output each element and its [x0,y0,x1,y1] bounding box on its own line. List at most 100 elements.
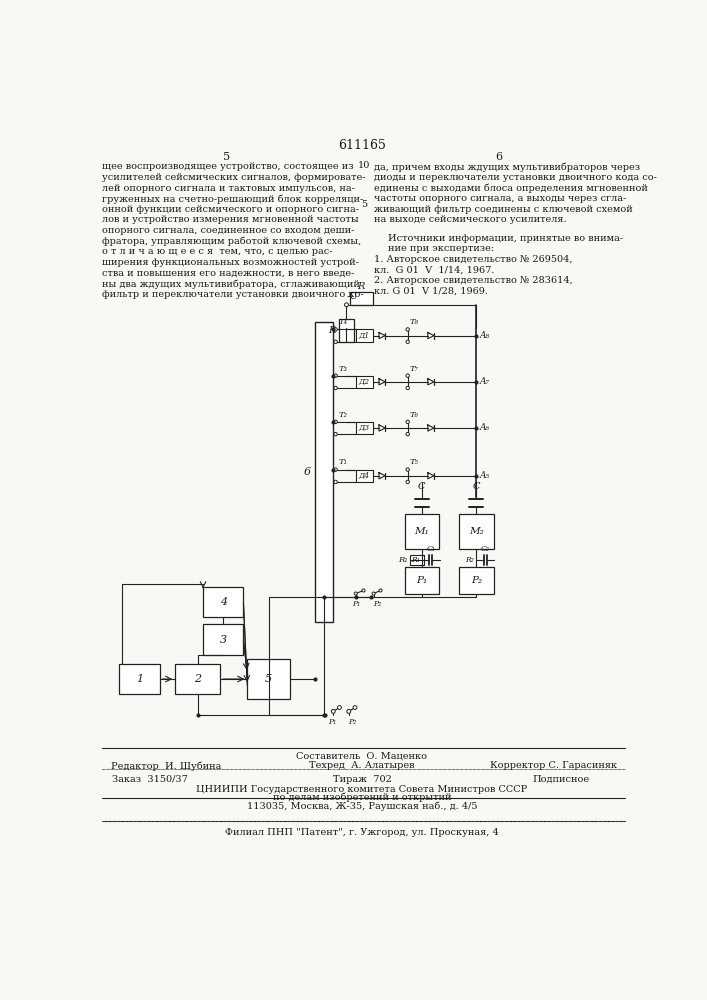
Text: щее воспроизводящее устройство, состоящее из: щее воспроизводящее устройство, состояще… [103,162,354,171]
Text: R: R [328,326,336,335]
Text: на выходе сейсмического усилителя.: на выходе сейсмического усилителя. [373,215,566,224]
Bar [175,664,220,694]
Bar [356,376,373,388]
Bar [349,292,373,305]
Text: 2: 2 [194,674,201,684]
Text: груженных на счетно-решающий блок корреляци-: груженных на счетно-решающий блок коррел… [103,194,363,204]
Circle shape [334,432,337,436]
Text: C: C [418,482,426,491]
Text: -U: -U [346,292,358,301]
Text: 1. Авторское свидетельство № 269504,: 1. Авторское свидетельство № 269504, [373,255,572,264]
Bar [339,319,354,342]
Text: о т л и ч а ю щ е е с я  тем, что, с целью рас-: о т л и ч а ю щ е е с я тем, что, с цель… [103,247,333,256]
Bar [356,329,373,342]
Circle shape [334,328,337,331]
Text: T₈: T₈ [409,318,419,326]
Circle shape [334,374,337,377]
Text: 5: 5 [223,152,230,162]
Bar [410,555,424,565]
Text: по делам изобретений и открытий: по делам изобретений и открытий [273,793,451,802]
Text: единены с выходами блоса определения мгновенной: единены с выходами блоса определения мгн… [373,184,648,193]
Text: A₆: A₆ [480,424,490,432]
Text: T₁: T₁ [339,458,348,466]
Text: 113035, Москва, Ж-35, Раушская наб., д. 4/5: 113035, Москва, Ж-35, Раушская наб., д. … [247,801,477,811]
Text: 2. Авторское свидетельство № 283614,: 2. Авторское свидетельство № 283614, [373,276,573,285]
Text: C₂: C₂ [481,545,490,553]
Text: ширения функциональных возможностей устрой-: ширения функциональных возможностей устр… [103,258,359,267]
Text: R₁: R₁ [398,556,408,564]
Text: Д2: Д2 [358,378,370,386]
Text: R₂: R₂ [466,556,474,564]
Text: P₁: P₁ [416,576,428,585]
Bar [404,514,440,549]
Circle shape [406,432,409,436]
Text: T₆: T₆ [409,411,419,419]
Text: P₁: P₁ [327,718,336,726]
Text: живающий фильтр соединены с ключевой схемой: живающий фильтр соединены с ключевой схе… [373,205,632,214]
Text: M₁: M₁ [414,527,429,536]
Text: ства и повышения его надежности, в него введе-: ства и повышения его надежности, в него … [103,269,355,278]
Text: ЦНИИПИ Государственного комитета Совета Министров СССР: ЦНИИПИ Государственного комитета Совета … [197,785,527,794]
Text: P₁: P₁ [351,600,360,608]
Text: 6: 6 [496,152,503,162]
Bar [119,664,160,694]
Circle shape [337,706,341,709]
Text: ны два ждущих мультивибратора, сглаживающий: ны два ждущих мультивибратора, сглаживаю… [103,279,360,289]
Circle shape [332,709,335,713]
Circle shape [406,420,409,424]
Bar [315,322,332,622]
Text: онной функции сейсмического и опорного сигна-: онной функции сейсмического и опорного с… [103,205,359,214]
Text: Заказ  3150/37: Заказ 3150/37 [112,774,188,784]
Text: 4: 4 [220,597,227,607]
Text: R: R [358,282,365,291]
Text: 10: 10 [358,161,370,170]
Text: кл.  G 01  V  1/14, 1967.: кл. G 01 V 1/14, 1967. [373,266,494,275]
Circle shape [362,589,365,592]
Text: 611165: 611165 [338,139,386,152]
Text: P₂: P₂ [373,600,381,608]
Text: Д4: Д4 [358,472,370,480]
Bar [203,587,243,617]
Text: T₇: T₇ [409,365,419,373]
Bar [459,514,493,549]
Text: Техред  А. Алатырев: Техред А. Алатырев [309,761,415,770]
Text: P₂: P₂ [471,576,482,585]
Text: Тираж  702: Тираж 702 [332,774,392,784]
Circle shape [406,328,409,331]
Circle shape [344,303,349,307]
Bar [404,567,440,594]
Text: 6: 6 [304,467,311,477]
Text: T₅: T₅ [409,458,419,466]
Text: Корректор С. Гарасиняк: Корректор С. Гарасиняк [490,761,617,770]
Text: 5: 5 [361,200,368,209]
Text: частоты опорного сигнала, а выходы через сгла-: частоты опорного сигнала, а выходы через… [373,194,626,203]
Text: фратора, управляющим работой ключевой схемы,: фратора, управляющим работой ключевой сх… [103,237,361,246]
Text: опорного сигнала, соединенное со входом деши-: опорного сигнала, соединенное со входом … [103,226,355,235]
Text: T₄: T₄ [339,318,348,326]
Text: Составитель  О. Маценко: Составитель О. Маценко [296,751,428,760]
Text: усилителей сейсмических сигналов, формировате-: усилителей сейсмических сигналов, формир… [103,173,366,182]
Bar [203,624,243,655]
Circle shape [334,480,337,484]
Text: кл. G 01  V 1/28, 1969.: кл. G 01 V 1/28, 1969. [373,287,488,296]
Text: Редактор  И. Шубина: Редактор И. Шубина [111,761,221,771]
Circle shape [406,480,409,484]
Circle shape [334,340,337,343]
Text: T₃: T₃ [339,365,348,373]
Text: T₂: T₂ [339,411,348,419]
Text: R₁: R₁ [411,556,420,564]
Text: C₁: C₁ [426,545,436,553]
Circle shape [406,340,409,343]
Bar [247,659,290,699]
Circle shape [379,589,382,592]
Text: Д1: Д1 [358,332,370,340]
Text: A₇: A₇ [480,377,490,386]
Bar [356,470,373,482]
Bar [459,567,493,594]
Circle shape [406,386,409,390]
Circle shape [334,386,337,390]
Text: C: C [472,482,479,491]
Circle shape [347,709,351,713]
Text: Д3: Д3 [358,424,370,432]
Text: 5: 5 [265,674,272,684]
